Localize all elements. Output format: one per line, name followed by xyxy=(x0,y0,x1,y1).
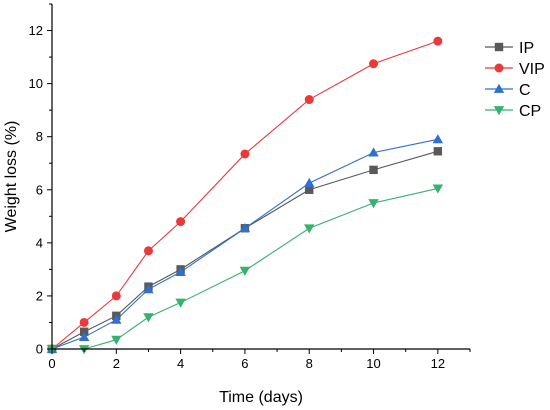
legend-label: IP xyxy=(519,40,534,57)
data-point xyxy=(239,266,251,276)
data-point xyxy=(432,184,444,194)
data-point xyxy=(368,199,379,209)
legend-item: CP xyxy=(485,103,541,120)
y-tick-label: 12 xyxy=(29,23,43,38)
data-point xyxy=(239,223,251,233)
data-point xyxy=(433,147,443,156)
data-point xyxy=(79,327,89,336)
legend: IP VIP C CP xyxy=(485,40,545,120)
x-axis-title: Time (days) xyxy=(219,389,303,406)
legend-label: C xyxy=(519,82,531,99)
data-point xyxy=(369,165,378,175)
y-axis-title: Weight loss (%) xyxy=(3,121,20,233)
data-point xyxy=(304,224,315,234)
axis-layer: 0 2 4 6 8 10 12 0 2 4 6 8 10 12 xyxy=(29,3,471,371)
series-line xyxy=(51,150,438,350)
data-point xyxy=(433,36,443,46)
data-point xyxy=(304,95,314,105)
data-point xyxy=(432,134,444,144)
y-tick-label: 6 xyxy=(36,182,43,197)
data-point xyxy=(111,314,122,324)
data-point xyxy=(175,266,186,276)
data-point xyxy=(143,284,154,294)
data-point xyxy=(305,185,314,194)
x-tick-label: 12 xyxy=(431,356,445,371)
plot-layer xyxy=(46,36,444,355)
x-tick-label: 10 xyxy=(366,356,380,371)
series-line xyxy=(51,40,439,350)
data-point xyxy=(175,298,186,308)
x-tick-label: 0 xyxy=(48,356,55,371)
data-point xyxy=(111,335,122,345)
x-tick-label: 4 xyxy=(177,356,184,371)
data-point xyxy=(143,246,153,256)
legend-marker xyxy=(493,106,505,116)
legend-marker xyxy=(493,83,505,93)
y-tick-label: 2 xyxy=(36,288,43,303)
legend-label: VIP xyxy=(519,61,545,78)
x-tick-label: 8 xyxy=(306,356,313,371)
series-vip xyxy=(47,36,443,354)
legend-item: VIP xyxy=(485,61,545,78)
legend-marker xyxy=(494,63,504,73)
legend-label: CP xyxy=(519,103,541,120)
data-point xyxy=(111,291,121,301)
data-point xyxy=(369,59,379,69)
legend-item: IP xyxy=(485,40,534,57)
data-point xyxy=(368,147,379,157)
y-tick-label: 0 xyxy=(36,342,43,357)
y-tick-label: 10 xyxy=(29,76,43,91)
y-tick-label: 8 xyxy=(36,129,43,144)
series-ip xyxy=(47,147,443,354)
data-point xyxy=(304,177,315,188)
x-tick-label: 2 xyxy=(113,356,120,371)
data-point xyxy=(143,313,154,323)
data-point xyxy=(176,217,186,227)
data-point xyxy=(78,331,90,341)
x-tick-label: 6 xyxy=(241,356,248,371)
series-line xyxy=(51,138,438,350)
legend-marker xyxy=(494,42,504,52)
data-point xyxy=(240,149,250,159)
legend-item: C xyxy=(485,82,531,99)
series-cp xyxy=(46,184,444,355)
data-point xyxy=(79,317,89,327)
y-tick-label: 4 xyxy=(36,235,43,250)
